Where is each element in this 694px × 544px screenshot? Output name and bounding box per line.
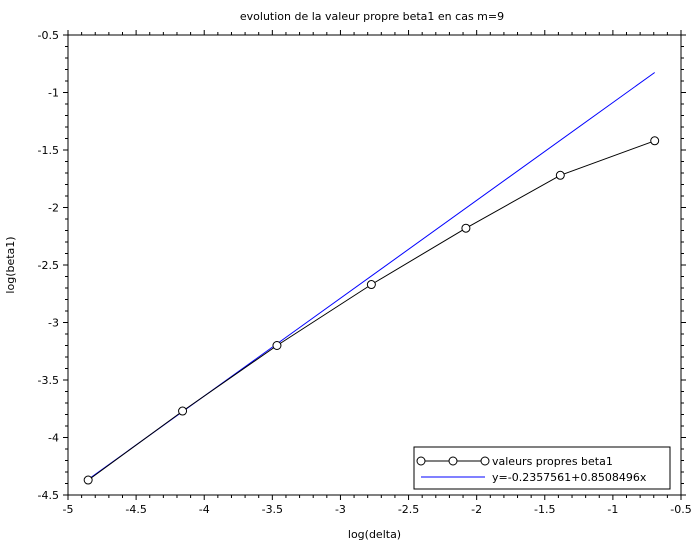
y-tick-label: -4 bbox=[48, 432, 59, 445]
x-tick-label: -1 bbox=[607, 503, 618, 516]
data-point bbox=[366, 280, 376, 290]
x-tick-label: -2 bbox=[471, 503, 482, 516]
legend-box bbox=[413, 446, 671, 490]
data-point bbox=[178, 406, 188, 416]
chart-title: evolution de la valeur propre beta1 en c… bbox=[240, 10, 504, 23]
plot-frame bbox=[67, 34, 682, 496]
x-tick-label: -4 bbox=[199, 503, 210, 516]
series-layer bbox=[83, 72, 660, 485]
data-point bbox=[461, 223, 471, 233]
x-tick-label: -4.5 bbox=[125, 503, 146, 516]
y-tick-label: -2.5 bbox=[38, 259, 59, 272]
y-tick-label: -0.5 bbox=[38, 29, 59, 42]
x-tick-label: -2.5 bbox=[398, 503, 419, 516]
y-axis-label: log(beta1) bbox=[4, 236, 17, 293]
legend-label-2: y=-0.2357561+0.8508496x bbox=[492, 471, 647, 484]
y-tick-label: -4.5 bbox=[38, 489, 59, 502]
data-point bbox=[650, 136, 660, 146]
legend-marker bbox=[416, 456, 426, 466]
legend-label-1: valeurs propres beta1 bbox=[492, 455, 613, 468]
axes: -5 -4.5 -4 -3.5 -3 -2.5 -2 -1.5 -1 -0.5 -0.5 -1 -1.5… bbox=[38, 29, 692, 516]
legend-marker bbox=[448, 456, 458, 466]
legend: valeurs propres beta1 y=-0.2357561+0.8508… bbox=[413, 446, 671, 490]
x-tick-label: -5 bbox=[63, 503, 74, 516]
data-point bbox=[272, 341, 282, 350]
x-tick-label: -0.5 bbox=[670, 503, 691, 516]
x-tick-label: -1.5 bbox=[534, 503, 555, 516]
x-tick-label: -3 bbox=[335, 503, 346, 516]
y-tick-label: -1.5 bbox=[38, 144, 59, 157]
legend-marker bbox=[480, 456, 490, 466]
y-tick-label: -2 bbox=[48, 202, 59, 215]
y-tick-label: -1 bbox=[48, 87, 59, 100]
y-tick-label: -3 bbox=[48, 317, 59, 330]
data-point bbox=[83, 475, 93, 485]
data-point bbox=[555, 170, 565, 180]
x-axis-label: log(delta) bbox=[348, 528, 401, 541]
y-tick-label: -3.5 bbox=[38, 374, 59, 387]
x-tick-label: -3.5 bbox=[262, 503, 283, 516]
